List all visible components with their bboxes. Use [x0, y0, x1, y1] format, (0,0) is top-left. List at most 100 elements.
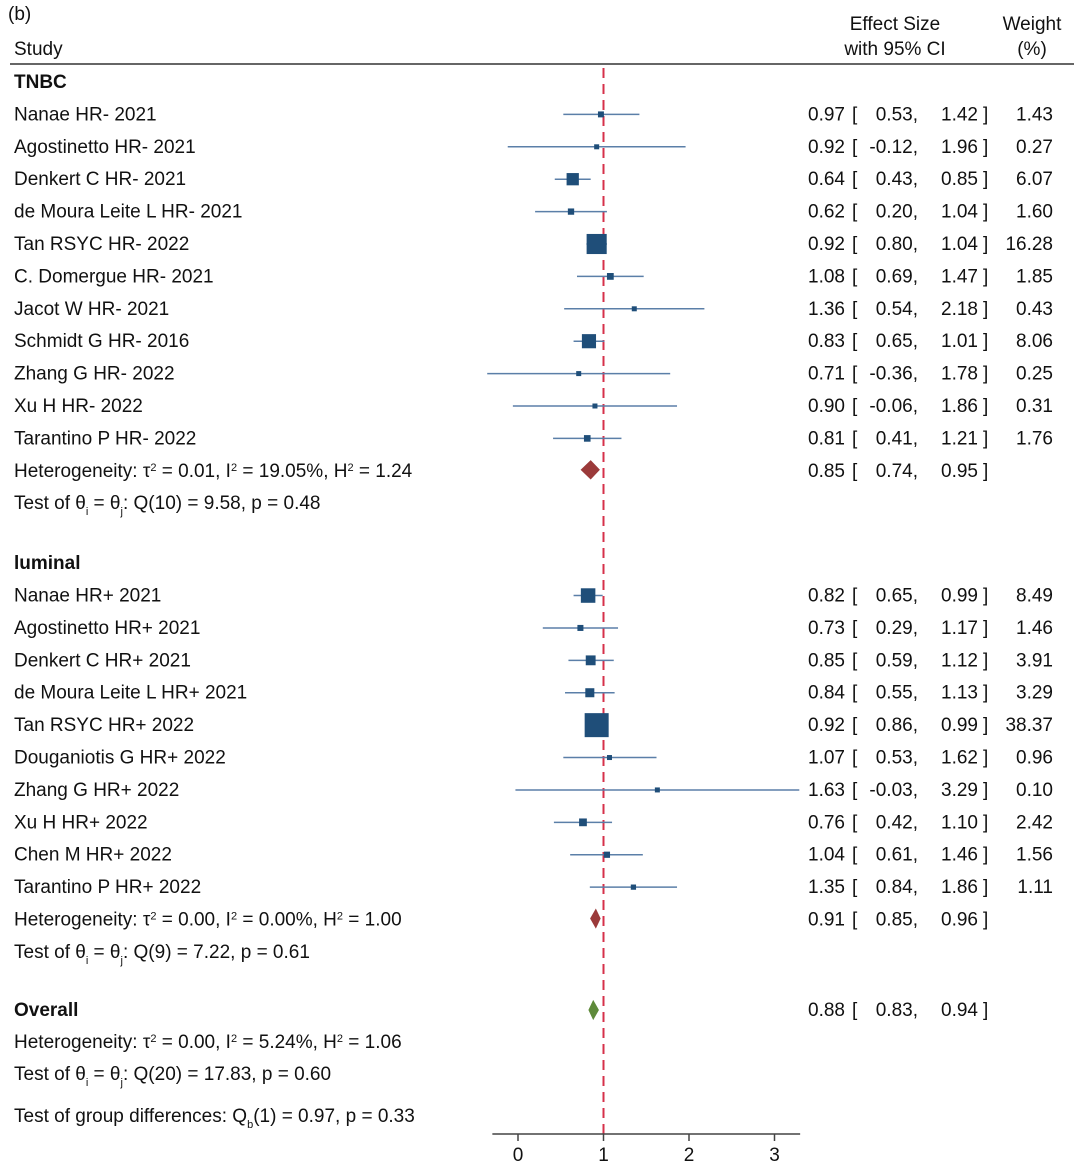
group-2-study-3-label: Denkert C HR+ 2021	[14, 650, 191, 671]
group-1-study-4-ci-close-bracket: ]	[983, 202, 988, 223]
group-2-study-5-ci-close-bracket: ]	[983, 715, 988, 736]
group-1-study-3-ci-close-bracket: ]	[983, 169, 988, 190]
group-1-study-10-ci-lower: -0.06,	[869, 396, 918, 417]
group-2-study-3-marker	[585, 655, 596, 666]
group-1-study-8-effect-size: 0.83	[808, 331, 845, 352]
group-2-study-8-effect-size: 0.76	[808, 812, 845, 833]
group-2-study-4-ci-upper: 1.13	[941, 683, 978, 704]
group-2-study-10-ci-upper: 1.86	[941, 877, 978, 898]
group-2-study-2-ci-close-bracket: ]	[983, 618, 988, 639]
group-2-study-2-ci-upper: 1.17	[941, 618, 978, 639]
group-2-study-1-ci-open-bracket: [	[852, 586, 858, 607]
group-1-study-6-ci-upper: 1.47	[941, 266, 978, 287]
group-2-pooled-effect-size: 0.91	[808, 910, 845, 931]
group-2-study-5-weight: 38.37	[1005, 715, 1053, 736]
overall-pooled-diamond	[588, 999, 599, 1021]
group-2-study-9-ci-close-bracket: ]	[983, 845, 988, 866]
group-2-study-6-label: Douganiotis G HR+ 2022	[14, 748, 226, 769]
group-1-study-6-ci-close-bracket: ]	[983, 266, 988, 287]
group-2-study-4-ci-close-bracket: ]	[983, 683, 988, 704]
group-2-study-7-ci-lower: -0.03,	[869, 780, 918, 801]
group-1-study-1-ci-close-bracket: ]	[983, 104, 988, 125]
group-1-study-8-ci-upper: 1.01	[941, 331, 978, 352]
group-1-pooled-ci-upper: 0.95	[941, 461, 978, 482]
group-2-study-6-ci-lower: 0.53,	[876, 748, 918, 769]
group-2-study-2-marker	[577, 624, 584, 631]
group-1-study-8-ci-lower: 0.65,	[876, 331, 918, 352]
group-1-heterogeneity: Heterogeneity: τ2 = 0.01, I2 = 19.05%, H…	[14, 461, 413, 482]
group-2-pooled-ci-lower: 0.85,	[876, 910, 918, 931]
group-2-study-7-weight: 0.10	[1016, 780, 1053, 801]
group-1-study-7-effect-size: 1.36	[808, 299, 845, 320]
group-1-study-7-marker	[631, 306, 637, 312]
group-2-study-5-ci-open-bracket: [	[852, 715, 858, 736]
group-2-pooled-ci-close-bracket: ]	[983, 910, 988, 931]
group-2-study-2-ci-open-bracket: [	[852, 618, 858, 639]
group-2-study-7-ci-close-bracket: ]	[983, 780, 988, 801]
group-2-study-2-label: Agostinetto HR+ 2021	[14, 618, 200, 639]
group-1-study-6-weight: 1.85	[1016, 266, 1053, 287]
group-1-study-2-ci-open-bracket: [	[852, 137, 858, 158]
x-tick-label-0: 0	[513, 1145, 524, 1166]
group-2-study-1-weight: 8.49	[1016, 586, 1053, 607]
group-1-study-7-ci-close-bracket: ]	[983, 299, 988, 320]
group-2-study-9-effect-size: 1.04	[808, 845, 845, 866]
group-1-pooled-ci-close-bracket: ]	[983, 461, 988, 482]
overall-homogeneity-test: Test of θi = θj: Q(20) = 17.83, p = 0.60	[14, 1064, 331, 1089]
group-2-study-6-effect-size: 1.07	[808, 748, 845, 769]
group-2-study-6-marker	[606, 755, 612, 761]
group-1-study-3-ci-upper: 0.85	[941, 169, 978, 190]
group-2-study-3-ci-lower: 0.59,	[876, 650, 918, 671]
group-2-study-2-effect-size: 0.73	[808, 618, 845, 639]
group-1-study-5-weight: 16.28	[1005, 234, 1053, 255]
group-2-study-5-marker	[584, 713, 609, 738]
group-1-homogeneity-test: Test of θi = θj: Q(10) = 9.58, p = 0.48	[14, 493, 320, 518]
group-1-study-9-effect-size: 0.71	[808, 364, 845, 385]
group-2-study-8-label: Xu H HR+ 2022	[14, 812, 148, 833]
overall-effect-size: 0.88	[808, 1000, 845, 1021]
group-2-study-7-label: Zhang G HR+ 2022	[14, 780, 179, 801]
group-1-study-5-label: Tan RSYC HR- 2022	[14, 234, 189, 255]
group-1-study-9-ci-open-bracket: [	[852, 364, 858, 385]
study-column-header: Study	[14, 39, 63, 60]
group-1-study-7-ci-lower: 0.54,	[876, 299, 918, 320]
group-1-study-1-effect-size: 0.97	[808, 104, 845, 125]
panel-label: (b)	[8, 4, 31, 25]
group-2-study-10-marker	[630, 884, 637, 890]
overall-ci-lower: 0.83,	[876, 1000, 918, 1021]
group-1-study-2-weight: 0.27	[1016, 137, 1053, 158]
group-1-study-11-marker	[583, 435, 591, 442]
group-1-study-5-ci-open-bracket: [	[852, 234, 858, 255]
overall-ci-upper: 0.94	[941, 1000, 978, 1021]
x-tick-label-3: 3	[769, 1145, 780, 1166]
group-1-study-1-ci-upper: 1.42	[941, 104, 978, 125]
group-1-study-4-ci-lower: 0.20,	[876, 202, 918, 223]
group-2-study-1-ci-lower: 0.65,	[876, 586, 918, 607]
plot-area	[487, 68, 800, 1134]
group-2-study-3-ci-close-bracket: ]	[983, 650, 988, 671]
group-2-study-6-ci-open-bracket: [	[852, 748, 858, 769]
group-1-heading: TNBC	[14, 72, 67, 93]
group-2-study-10-ci-lower: 0.84,	[876, 877, 918, 898]
group-1-study-6-ci-lower: 0.69,	[876, 266, 918, 287]
group-1-study-11-ci-open-bracket: [	[852, 428, 858, 449]
group-1-study-4-marker	[567, 208, 575, 215]
group-2-study-10-effect-size: 1.35	[808, 877, 845, 898]
group-1-study-5-ci-close-bracket: ]	[983, 234, 988, 255]
group-1-study-3-label: Denkert C HR- 2021	[14, 169, 186, 190]
group-1-study-3-effect-size: 0.64	[808, 169, 845, 190]
group-2-pooled-ci-open-bracket: [	[852, 910, 858, 931]
group-1-study-6-ci-open-bracket: [	[852, 266, 858, 287]
group-2-study-7-ci-open-bracket: [	[852, 780, 858, 801]
group-1-study-1-ci-open-bracket: [	[852, 104, 858, 125]
group-2-study-9-ci-upper: 1.46	[941, 845, 978, 866]
group-1-study-2-ci-close-bracket: ]	[983, 137, 988, 158]
group-2-study-6-weight: 0.96	[1016, 748, 1053, 769]
group-2-study-5-label: Tan RSYC HR+ 2022	[14, 715, 194, 736]
group-2-study-2-weight: 1.46	[1016, 618, 1053, 639]
group-1-study-2-label: Agostinetto HR- 2021	[14, 137, 196, 158]
group-1-pooled-ci-lower: 0.74,	[876, 461, 918, 482]
group-2-study-8-ci-upper: 1.10	[941, 812, 978, 833]
group-2-study-5-effect-size: 0.92	[808, 715, 845, 736]
